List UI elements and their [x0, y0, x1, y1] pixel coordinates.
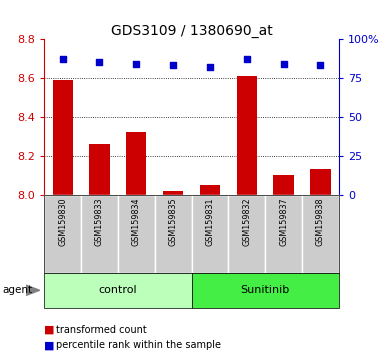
- Point: [281, 61, 287, 67]
- Bar: [126, 132, 146, 195]
- Text: GSM159831: GSM159831: [206, 197, 214, 246]
- Text: transformed count: transformed count: [56, 325, 147, 335]
- Point: [60, 56, 66, 62]
- Bar: [228, 195, 265, 273]
- Bar: [44, 195, 81, 273]
- Bar: [310, 169, 330, 195]
- Bar: [237, 76, 257, 195]
- Text: GSM159833: GSM159833: [95, 197, 104, 246]
- Text: GSM159835: GSM159835: [169, 197, 177, 246]
- Title: GDS3109 / 1380690_at: GDS3109 / 1380690_at: [110, 24, 273, 38]
- Point: [96, 59, 102, 65]
- Point: [133, 61, 139, 67]
- Bar: [200, 185, 220, 195]
- Text: percentile rank within the sample: percentile rank within the sample: [56, 340, 221, 350]
- Text: GSM159832: GSM159832: [242, 197, 251, 246]
- Bar: [155, 195, 192, 273]
- Text: GSM159838: GSM159838: [316, 197, 325, 246]
- Polygon shape: [26, 285, 40, 295]
- Point: [170, 63, 176, 68]
- Bar: [81, 195, 118, 273]
- Text: ■: ■: [44, 325, 55, 335]
- Bar: [53, 80, 73, 195]
- Bar: [302, 195, 339, 273]
- Bar: [192, 195, 228, 273]
- Text: control: control: [99, 285, 137, 295]
- Text: GSM159834: GSM159834: [132, 197, 141, 246]
- Text: GSM159837: GSM159837: [279, 197, 288, 246]
- Bar: [118, 195, 155, 273]
- Bar: [89, 144, 110, 195]
- Text: agent: agent: [2, 285, 32, 295]
- Bar: [273, 175, 294, 195]
- Point: [207, 64, 213, 70]
- Text: ■: ■: [44, 340, 55, 350]
- Text: GSM159830: GSM159830: [58, 197, 67, 246]
- Bar: [192, 273, 339, 308]
- Point: [317, 63, 323, 68]
- Text: Sunitinib: Sunitinib: [241, 285, 290, 295]
- Bar: [163, 191, 183, 195]
- Bar: [44, 273, 192, 308]
- Point: [244, 56, 250, 62]
- Bar: [265, 195, 302, 273]
